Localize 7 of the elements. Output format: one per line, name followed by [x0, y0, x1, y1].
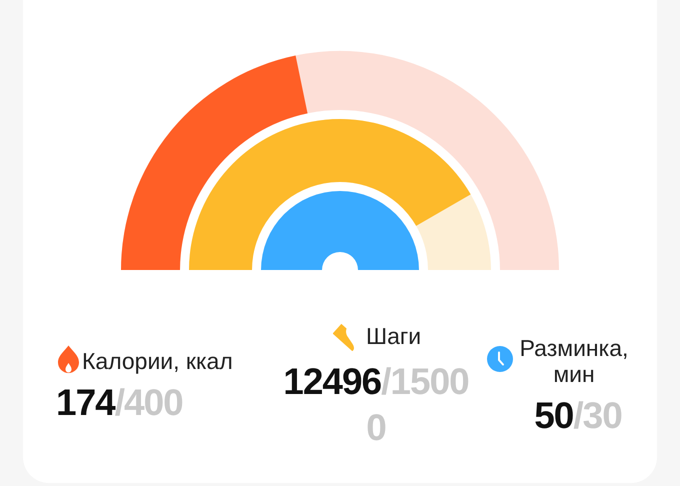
data-label: 12496: [283, 361, 382, 402]
category-label: Разминка, мин: [518, 335, 630, 387]
data-label: 50: [534, 395, 574, 436]
data-label: /400: [114, 382, 183, 423]
category-label: Шаги: [366, 323, 422, 349]
category-label: Калории, ккал: [82, 348, 233, 374]
data-label: 174: [56, 382, 115, 423]
